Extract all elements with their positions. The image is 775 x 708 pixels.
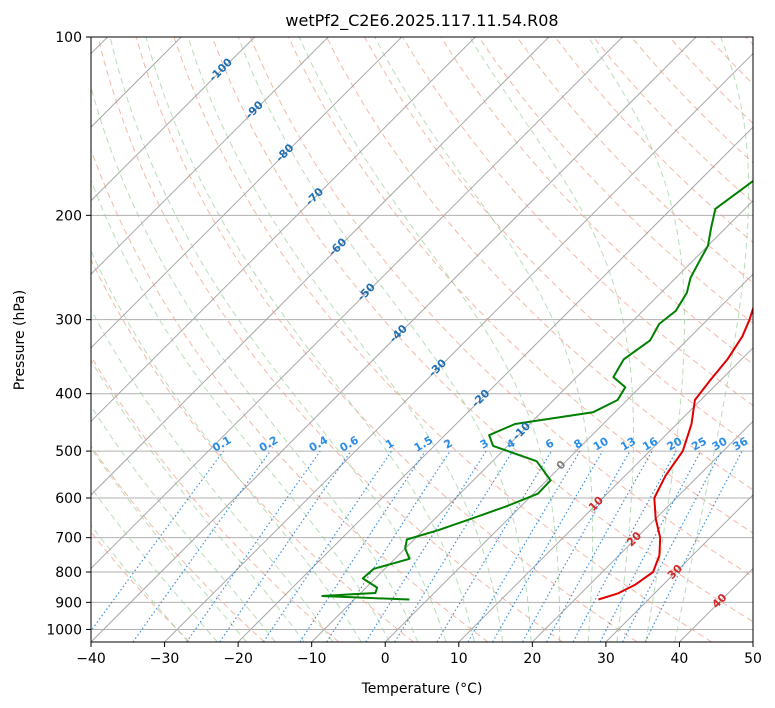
dry-adiabats: [91, 37, 753, 642]
chart-title: wetPf2_C2E6.2025.117.11.54.R08: [285, 11, 558, 31]
moist-adiabat-line: [91, 405, 276, 642]
x-axis-label: Temperature (°C): [361, 681, 483, 697]
isotherm-line: [91, 37, 256, 202]
x-tick-label: 40: [671, 651, 689, 667]
x-axis: −40 −30 −20 −10 0 10 20 30 40 50: [76, 642, 762, 667]
moist-adiabat-line: [91, 359, 305, 642]
y-tick-label: 700: [55, 531, 82, 547]
dry-adiabat-line: [91, 445, 265, 642]
dry-adiabat-line: [287, 37, 753, 534]
isotherm-line: [384, 273, 753, 642]
temperature-profile: [598, 305, 753, 601]
mixing-ratio-line: [521, 450, 631, 642]
dry-adiabat-line: [91, 258, 414, 642]
moist-adiabat-line: [187, 37, 504, 642]
dry-adiabat-line: [135, 37, 638, 642]
y-tick-label: 300: [55, 313, 82, 329]
moist-adiabat-line: [91, 179, 390, 642]
isotherm-line: [91, 37, 476, 423]
isotherm-line: [458, 347, 753, 642]
dewpoint-profile: [321, 179, 753, 601]
pressure-gridlines: [91, 37, 753, 630]
mixing-ratio-line: [299, 450, 426, 642]
profiles: [321, 179, 753, 601]
x-tick-label: −40: [76, 651, 106, 667]
x-tick-label: 50: [744, 651, 762, 667]
plot-frame: [90, 36, 754, 643]
isotherm-line: [531, 420, 753, 642]
moist-adiabat-line: [145, 37, 475, 642]
x-tick-label: 0: [381, 651, 390, 667]
y-tick-label: 100: [55, 30, 82, 46]
mixing-ratio-lines: [91, 450, 743, 642]
mixing-ratio-line: [186, 450, 321, 642]
isotherm-line: [91, 37, 623, 570]
moist-adiabat-line: [374, 37, 594, 642]
y-tick-label: 500: [55, 444, 82, 460]
dry-adiabat-line: [91, 355, 340, 642]
dry-adiabat-line: [211, 37, 753, 623]
mixing-ratio-line: [546, 450, 653, 642]
dry-adiabat-line: [326, 37, 753, 491]
mixing-ratio-line: [644, 450, 743, 642]
moist-adiabat-line: [109, 37, 447, 642]
x-tick-label: 30: [597, 651, 615, 667]
mixing-ratio-line: [91, 450, 224, 632]
dry-adiabat-line: [97, 37, 563, 642]
moist-adiabat-line: [674, 37, 750, 642]
isotherm-line: [91, 37, 697, 642]
y-tick-label: 800: [55, 565, 82, 581]
x-tick-label: −30: [150, 651, 180, 667]
isotherms: [91, 37, 753, 642]
x-tick-label: −10: [297, 651, 327, 667]
y-axis-label: Pressure (hPa): [12, 290, 28, 390]
isotherm-line: [237, 126, 753, 642]
isotherm-line: [91, 37, 550, 496]
mixing-ratio-line: [132, 450, 271, 642]
moist-adiabat-line: [91, 308, 334, 642]
isotherm-line: [164, 52, 753, 642]
mixing-ratio-line: [219, 450, 352, 642]
mixing-ratio-line: [572, 450, 677, 642]
y-tick-label: 1000: [46, 622, 82, 638]
moist-adiabat-line: [587, 37, 685, 642]
mixing-ratio-line: [394, 450, 514, 642]
mixing-ratio-line: [326, 450, 451, 642]
moist-adiabat-line: [91, 524, 189, 642]
moist-adiabat-line: [91, 486, 218, 642]
mixing-ratio-line: [262, 450, 392, 642]
isotherm-line: [311, 199, 753, 642]
y-tick-label: 200: [55, 208, 82, 224]
x-tick-label: 10: [450, 651, 468, 667]
isotherm-line: [91, 37, 403, 349]
y-tick-label: 400: [55, 387, 82, 403]
y-tick-label: 600: [55, 491, 82, 507]
isotherm-line: [91, 37, 329, 275]
x-tick-label: 20: [523, 651, 541, 667]
dry-adiabat-line: [249, 37, 753, 578]
moist-adiabat-line: [91, 447, 247, 642]
y-tick-label: 900: [55, 595, 82, 611]
isotherm-line: [605, 494, 753, 642]
moist-adiabat-line: [91, 85, 419, 642]
dry-adiabat-line: [173, 37, 713, 642]
x-tick-label: −20: [223, 651, 253, 667]
y-axis: 100 200 300 400 500 600 700 800 900 1000: [46, 30, 91, 638]
